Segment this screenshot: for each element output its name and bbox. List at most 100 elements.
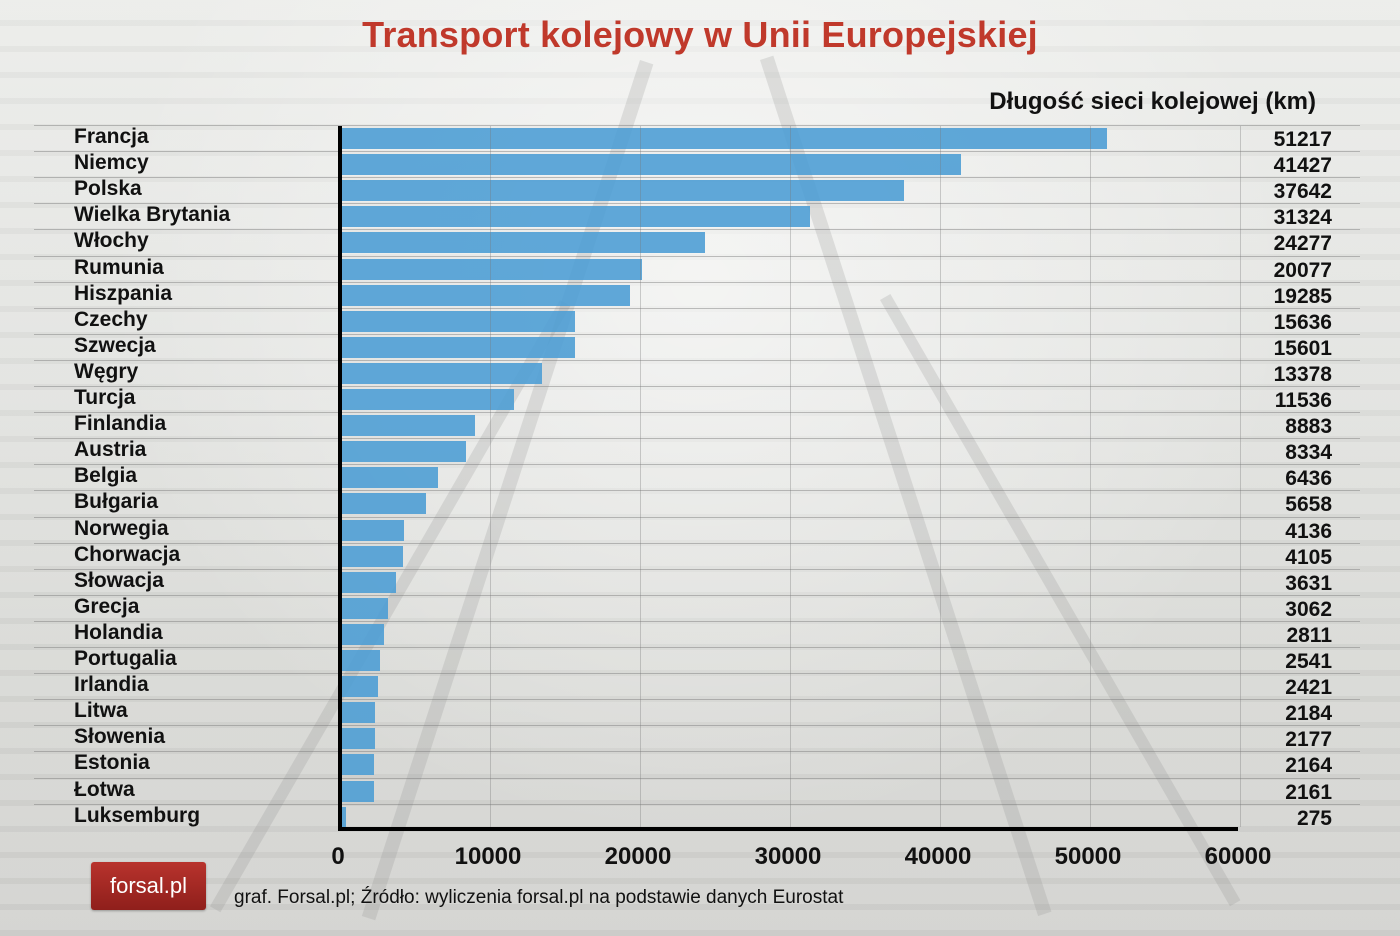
country-label: Słowacja: [74, 568, 164, 592]
data-bar[interactable]: [342, 650, 380, 671]
value-label: 2421: [1285, 676, 1332, 700]
row-divider: [34, 725, 1360, 727]
value-label: 6436: [1285, 467, 1332, 491]
data-bar[interactable]: [342, 467, 439, 489]
value-label: 13378: [1273, 362, 1332, 386]
data-bar[interactable]: [342, 336, 575, 358]
row-divider: [34, 516, 1360, 518]
row-divider: [34, 438, 1360, 440]
value-label: 3062: [1285, 597, 1332, 621]
value-label: 2161: [1285, 780, 1332, 804]
value-label: 41427: [1273, 154, 1332, 178]
data-bar[interactable]: [342, 206, 810, 228]
data-bar[interactable]: [342, 232, 705, 254]
x-tick-label: 20000: [604, 843, 672, 870]
country-label: Polska: [74, 177, 142, 201]
country-label: Rumunia: [74, 255, 164, 279]
country-label: Szwecja: [74, 333, 156, 357]
data-bar[interactable]: [342, 519, 404, 541]
data-bar[interactable]: [342, 545, 404, 567]
axis-title: Długość sieci kolejowej (km): [989, 88, 1316, 115]
country-label: Słowenia: [74, 725, 166, 749]
value-label: 4105: [1285, 545, 1332, 569]
gridline: [790, 126, 791, 827]
value-label: 2164: [1285, 754, 1332, 778]
data-bar[interactable]: [342, 180, 905, 202]
value-label: 3631: [1285, 571, 1332, 595]
value-label: 24277: [1273, 232, 1332, 256]
row-divider: [34, 490, 1360, 492]
value-label: 8334: [1285, 441, 1332, 465]
row-divider: [34, 177, 1360, 179]
value-label: 15601: [1273, 336, 1332, 360]
gridline: [640, 126, 641, 827]
country-label: Włochy: [74, 229, 149, 253]
plot-area: [338, 126, 1241, 831]
country-label: Austria: [74, 438, 147, 462]
country-label: Węgry: [74, 359, 139, 383]
country-label: Grecja: [74, 594, 140, 618]
row-divider: [34, 125, 1360, 126]
data-bar[interactable]: [342, 676, 379, 698]
row-divider: [34, 464, 1360, 466]
data-bar[interactable]: [342, 258, 642, 280]
data-bar[interactable]: [342, 310, 576, 332]
data-bar[interactable]: [342, 128, 1107, 149]
x-tick-label: 60000: [1204, 843, 1272, 870]
row-divider: [34, 255, 1360, 257]
x-tick-label: 50000: [1054, 843, 1122, 870]
row-divider: [34, 673, 1360, 675]
value-label: 37642: [1273, 180, 1332, 204]
data-bar[interactable]: [342, 415, 475, 437]
country-label: Hiszpania: [74, 281, 173, 305]
country-label: Czechy: [74, 307, 148, 331]
country-label: Chorwacja: [74, 542, 181, 566]
value-label: 51217: [1273, 128, 1332, 151]
data-bar[interactable]: [342, 597, 388, 619]
value-label: 5658: [1285, 493, 1332, 517]
value-label: 275: [1296, 806, 1332, 830]
country-label: Belgia: [74, 464, 138, 488]
value-label: 8883: [1285, 415, 1332, 439]
gridline: [1240, 126, 1241, 827]
country-label: Łotwa: [74, 777, 135, 801]
row-divider: [34, 229, 1360, 231]
row-divider: [34, 777, 1360, 779]
country-label: Irlandia: [74, 673, 149, 697]
data-bar[interactable]: [342, 284, 630, 306]
logo-text: forsal.pl: [109, 873, 188, 898]
row-divider: [34, 203, 1360, 205]
value-label: 2177: [1285, 728, 1332, 752]
data-bar[interactable]: [342, 702, 375, 724]
row-divider: [34, 281, 1360, 283]
data-bar[interactable]: [342, 728, 375, 750]
data-bar[interactable]: [342, 780, 375, 802]
row-divider: [34, 386, 1360, 387]
data-bar[interactable]: [342, 362, 542, 384]
forsal-logo[interactable]: forsal.pl: [91, 862, 206, 910]
row-divider: [34, 803, 1360, 805]
gridline: [490, 126, 491, 827]
row-divider: [34, 307, 1360, 309]
data-bar[interactable]: [342, 493, 427, 515]
data-bar[interactable]: [342, 389, 515, 410]
row-divider: [34, 542, 1360, 544]
data-bar[interactable]: [342, 571, 397, 593]
data-bar[interactable]: [342, 154, 961, 176]
country-label: Bułgaria: [74, 490, 159, 514]
country-label: Portugalia: [74, 647, 177, 670]
row-divider: [34, 620, 1360, 622]
row-divider: [34, 151, 1360, 153]
source-note: graf. Forsal.pl; Źródło: wyliczenia fors…: [234, 887, 844, 908]
data-bar[interactable]: [342, 623, 384, 645]
value-label: 19285: [1273, 284, 1332, 308]
data-bar[interactable]: [342, 754, 375, 776]
row-divider: [34, 359, 1360, 361]
data-bar[interactable]: [342, 441, 467, 463]
row-divider: [34, 699, 1360, 701]
data-bar[interactable]: [342, 806, 347, 828]
country-label: Francja: [74, 125, 149, 148]
country-label: Litwa: [74, 699, 128, 723]
x-tick-label: 0: [331, 843, 345, 870]
country-label: Niemcy: [74, 151, 149, 175]
